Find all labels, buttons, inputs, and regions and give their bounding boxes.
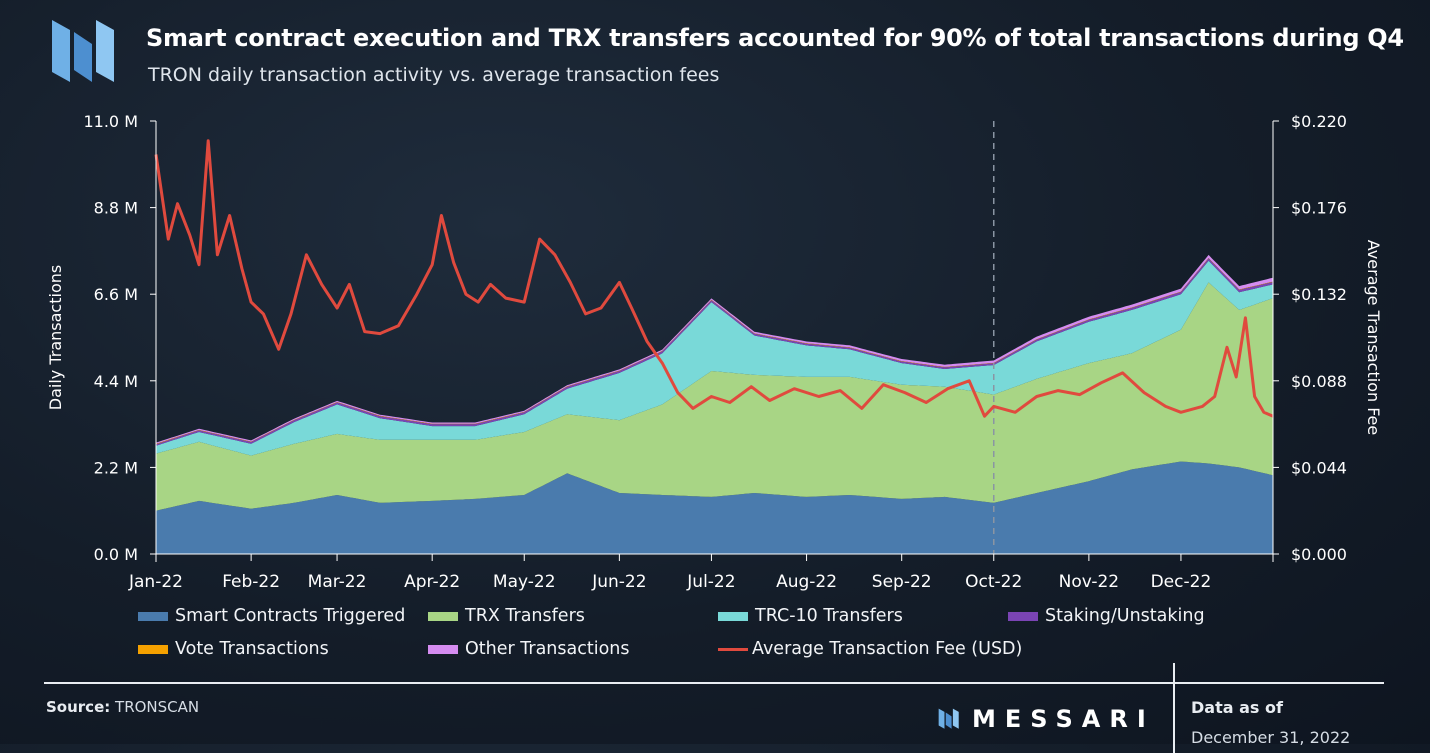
y-tick-label: 8.8 M xyxy=(94,199,138,218)
chart-title: Smart contract execution and TRX transfe… xyxy=(146,24,1404,52)
y2-tick-label: $0.088 xyxy=(1291,372,1347,391)
chart-legend: Smart Contracts Triggered TRX Transfers TR… xyxy=(138,606,1238,666)
legend-swatch xyxy=(428,611,458,621)
legend-item: TRC-10 Transfers xyxy=(718,606,903,626)
legend-swatch xyxy=(718,647,748,651)
messari-brand: MESSARI xyxy=(936,705,1155,733)
messari-logo-icon xyxy=(52,20,114,82)
data-as-of-label: Data as of xyxy=(1191,698,1283,717)
x-tick-label: May-22 xyxy=(493,572,556,592)
data-as-of-date: December 31, 2022 xyxy=(1191,728,1351,747)
y2-tick-label: $0.132 xyxy=(1291,285,1347,304)
y-tick-label: 11.0 M xyxy=(83,112,138,131)
chart-subtitle: TRON daily transaction activity vs. aver… xyxy=(148,64,720,86)
y-tick-label: 2.2 M xyxy=(94,458,138,477)
legend-item: TRX Transfers xyxy=(428,606,585,626)
legend-item: Other Transactions xyxy=(428,639,629,659)
x-tick-label: Dec-22 xyxy=(1151,572,1212,592)
y-tick-label: 6.6 M xyxy=(94,285,138,304)
y-tick-label: 0.0 M xyxy=(94,545,138,564)
source-note: Source: TRONSCAN xyxy=(46,698,199,716)
x-tick-label: Jan-22 xyxy=(128,572,183,592)
legend-label: Smart Contracts Triggered xyxy=(175,606,406,626)
chart-canvas: 0.0 M 2.2 M 4.4 M 6.6 M 8.8 M 11.0 M $0.000 $0.… xyxy=(46,112,1383,592)
source-label: Source: xyxy=(46,698,111,716)
brand-wordmark: MESSARI xyxy=(972,705,1155,733)
legend-swatch xyxy=(428,644,458,654)
legend-label: Average Transaction Fee (USD) xyxy=(752,639,1023,659)
y-axis-title: Daily Transactions xyxy=(46,265,65,410)
legend-label: Staking/Unstaking xyxy=(1045,606,1205,626)
footer-divider xyxy=(44,682,1384,684)
messari-small-logo-icon xyxy=(938,708,959,729)
legend-label: TRC-10 Transfers xyxy=(755,606,903,626)
x-tick-label: Oct-22 xyxy=(965,572,1022,592)
legend-label: Other Transactions xyxy=(465,639,630,659)
x-tick-label: Apr-22 xyxy=(404,572,460,592)
x-tick-label: Jul-22 xyxy=(686,572,735,592)
legend-swatch xyxy=(718,611,748,621)
area-trc10-transfers xyxy=(156,260,1273,456)
x-tick-label: Sep-22 xyxy=(872,572,932,592)
x-tick-label: Nov-22 xyxy=(1059,572,1120,592)
legend-swatch xyxy=(138,644,168,654)
legend-label: TRX Transfers xyxy=(465,606,585,626)
legend-swatch xyxy=(1008,611,1038,621)
legend-item: Staking/Unstaking xyxy=(1008,606,1205,626)
footer-vertical-divider xyxy=(1173,663,1175,753)
x-tick-label: Jun-22 xyxy=(591,572,646,592)
legend-item: Vote Transactions xyxy=(138,639,329,659)
y2-tick-label: $0.044 xyxy=(1291,458,1347,477)
x-tick-label: Aug-22 xyxy=(776,572,837,592)
y2-axis-title: Average Transaction Fee xyxy=(1364,240,1383,435)
y2-tick-label: $0.176 xyxy=(1291,199,1347,218)
legend-item: Average Transaction Fee (USD) xyxy=(718,639,1022,659)
legend-item: Smart Contracts Triggered xyxy=(138,606,405,626)
x-tick-label: Mar-22 xyxy=(308,572,367,592)
y-tick-label: 4.4 M xyxy=(94,372,138,391)
x-tick-label: Feb-22 xyxy=(222,572,280,592)
y2-tick-label: $0.220 xyxy=(1291,112,1347,131)
legend-swatch xyxy=(138,611,168,621)
source-value: TRONSCAN xyxy=(115,698,200,716)
fee-line xyxy=(154,139,1274,418)
legend-label: Vote Transactions xyxy=(175,639,329,659)
y2-tick-label: $0.000 xyxy=(1291,545,1347,564)
